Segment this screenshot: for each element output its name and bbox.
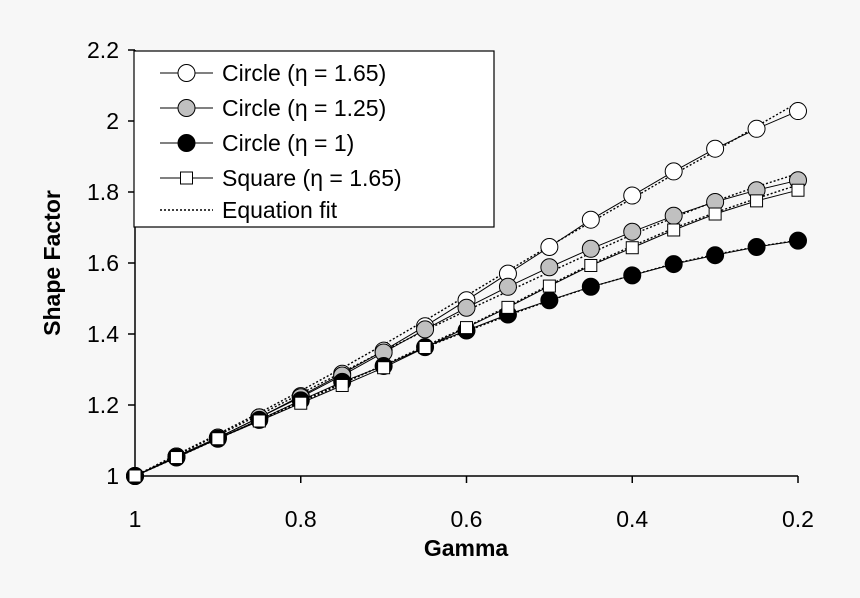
- data-point: [129, 470, 141, 482]
- data-point: [582, 278, 599, 295]
- data-point: [541, 259, 558, 276]
- data-point: [624, 187, 641, 204]
- data-point: [541, 292, 558, 309]
- data-point: [709, 208, 721, 220]
- x-axis-ticks: 1 0.8 0.6 0.4 0.2: [129, 476, 814, 532]
- data-point: [792, 184, 804, 196]
- y-tick-label: 1.6: [87, 250, 119, 276]
- data-point: [626, 242, 638, 254]
- legend: Circle (η = 1.65) Circle (η = 1.25) Circle…: [134, 51, 494, 227]
- x-tick-label: 1: [129, 506, 142, 532]
- x-tick-label: 0.2: [782, 506, 814, 532]
- data-point: [665, 256, 682, 273]
- legend-marker: [181, 172, 193, 184]
- legend-label-fit: Equation fit: [222, 197, 338, 223]
- data-point: [499, 278, 516, 295]
- data-point: [582, 211, 599, 228]
- y-tick-label: 1.4: [87, 321, 119, 347]
- data-point: [748, 120, 765, 137]
- data-point: [790, 103, 807, 120]
- data-point: [502, 301, 514, 313]
- data-point: [790, 232, 807, 249]
- legend-label: Circle (η = 1.25): [222, 95, 386, 121]
- data-point: [295, 397, 307, 409]
- x-tick-label: 0.8: [285, 506, 317, 532]
- y-tick-label: 2.2: [87, 37, 119, 63]
- data-point: [461, 322, 473, 334]
- x-axis-title: Gamma: [424, 535, 509, 561]
- data-point: [419, 341, 431, 353]
- x-tick-label: 0.4: [616, 506, 648, 532]
- data-point: [624, 267, 641, 284]
- data-point: [543, 280, 555, 292]
- y-tick-label: 1.8: [87, 179, 119, 205]
- data-point: [378, 362, 390, 374]
- y-tick-label: 1.2: [87, 392, 119, 418]
- y-axis-title: Shape Factor: [39, 190, 65, 336]
- data-point: [665, 207, 682, 224]
- y-axis-ticks: 1 1.2 1.4 1.6 1.8 2 2.2: [87, 37, 135, 489]
- legend-marker: [178, 135, 195, 152]
- data-point: [624, 223, 641, 240]
- data-point: [748, 239, 765, 256]
- data-point: [707, 140, 724, 157]
- data-point: [253, 415, 265, 427]
- data-point: [585, 259, 597, 271]
- legend-label: Circle (η = 1): [222, 130, 354, 156]
- data-point: [751, 195, 763, 207]
- legend-marker: [178, 65, 195, 82]
- data-point: [707, 247, 724, 264]
- legend-label: Square (η = 1.65): [222, 165, 402, 191]
- data-point: [541, 239, 558, 256]
- data-point: [668, 224, 680, 236]
- data-point: [458, 299, 475, 316]
- data-point: [665, 163, 682, 180]
- data-point: [582, 240, 599, 257]
- x-tick-label: 0.6: [451, 506, 483, 532]
- legend-marker: [178, 100, 195, 117]
- data-point: [336, 379, 348, 391]
- y-tick-label: 1: [106, 463, 119, 489]
- data-point: [170, 452, 182, 464]
- y-tick-label: 2: [106, 108, 119, 134]
- data-point: [212, 433, 224, 445]
- legend-label: Circle (η = 1.65): [222, 60, 386, 86]
- data-point: [417, 321, 434, 338]
